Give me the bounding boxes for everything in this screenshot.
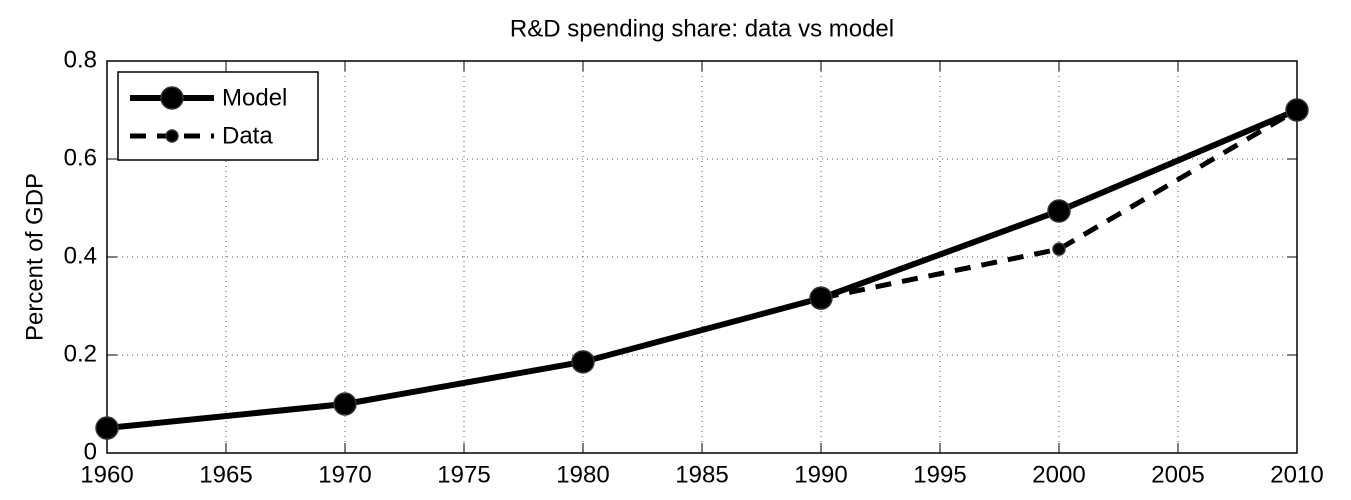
y-tick-label: 0.6: [64, 144, 97, 171]
x-tick-label: 1960: [80, 461, 133, 488]
x-tick-label: 2005: [1151, 461, 1204, 488]
y-tick-label: 0.8: [64, 46, 97, 73]
legend-box: [117, 71, 319, 161]
series-marker: [809, 286, 833, 310]
x-tick-label: 2000: [1032, 461, 1085, 488]
y-tick-label: 0.2: [64, 340, 97, 367]
y-tick-label: 0: [84, 438, 97, 465]
x-tick-label: 1990: [794, 461, 847, 488]
x-tick-label: 1995: [913, 461, 966, 488]
series-marker: [1285, 98, 1309, 122]
series-marker: [333, 392, 357, 416]
legend-label: Model: [222, 84, 287, 111]
plot-frame: [106, 60, 1298, 454]
legend-marker: [165, 129, 179, 143]
y-axis-label: Percent of GDP: [21, 173, 48, 341]
series-line: [106, 107, 1299, 431]
series-marker: [571, 350, 595, 374]
legend-label: Data: [222, 122, 273, 149]
series-marker: [1052, 242, 1066, 256]
y-tick-label: 0.4: [64, 242, 97, 269]
x-tick-label: 1975: [437, 461, 490, 488]
x-tick-label: 1985: [675, 461, 728, 488]
x-tick-label: 1970: [318, 461, 371, 488]
series-marker: [1047, 199, 1071, 223]
chart-title: R&D spending share: data vs model: [510, 15, 894, 42]
x-tick-label: 1965: [199, 461, 252, 488]
legend-marker: [160, 86, 184, 110]
series-marker: [95, 416, 119, 440]
x-tick-label: 1980: [556, 461, 609, 488]
x-tick-label: 2010: [1270, 461, 1323, 488]
